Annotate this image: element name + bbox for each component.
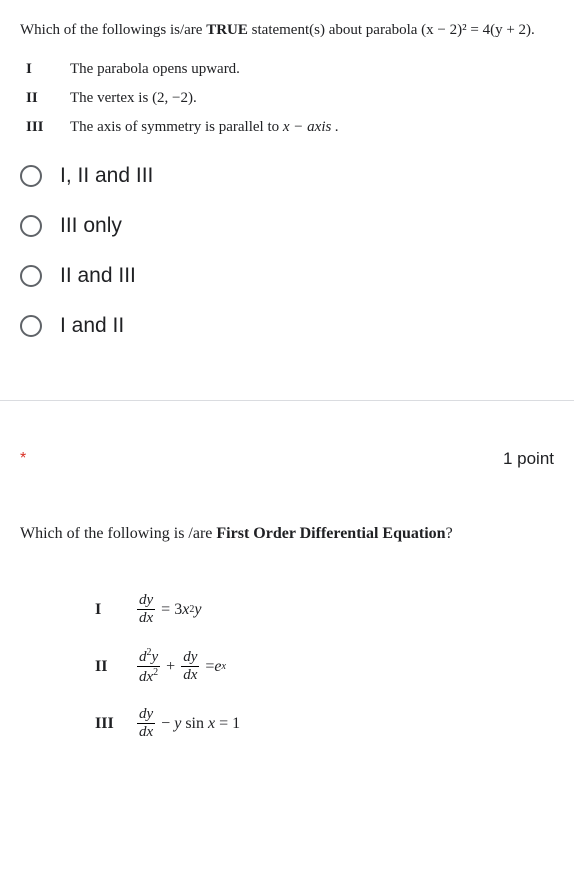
stmt-value: x − axis . bbox=[283, 119, 339, 135]
radio-icon[interactable] bbox=[20, 315, 42, 337]
q1-prefix: Which of the followings is/are bbox=[20, 22, 206, 38]
question-2-header: * 1 point bbox=[0, 401, 574, 469]
equation-row: II d2ydx2 + dydx = ex bbox=[95, 648, 554, 685]
question-1-block: Which of the followings is/are TRUE stat… bbox=[0, 0, 574, 388]
q1-bold: TRUE bbox=[206, 22, 248, 38]
stmt-prefix: The vertex is bbox=[70, 90, 152, 106]
equation-numeral: I bbox=[95, 601, 135, 619]
q1-suffix: statement(s) about parabola (x − 2)² = 4… bbox=[248, 22, 535, 38]
required-asterisk: * bbox=[20, 450, 26, 468]
q2-bold: First Order Differential Equation bbox=[216, 525, 445, 542]
q2-suffix: ? bbox=[446, 525, 453, 542]
statement-numeral: III bbox=[26, 119, 70, 136]
option-row[interactable]: III only bbox=[20, 214, 554, 238]
statement-text: The vertex is (2, −2). bbox=[70, 90, 197, 107]
option-label: II and III bbox=[60, 264, 136, 288]
q2-prefix: Which of the following is /are bbox=[20, 525, 216, 542]
statement-text: The axis of symmetry is parallel to x − … bbox=[70, 119, 339, 136]
equation-row: I dydx = 3x2y bbox=[95, 593, 554, 626]
stmt-prefix: The axis of symmetry is parallel to bbox=[70, 119, 283, 135]
option-row[interactable]: I and II bbox=[20, 314, 554, 338]
equations-list: I dydx = 3x2y II d2ydx2 + dydx = ex III … bbox=[0, 563, 574, 772]
radio-icon[interactable] bbox=[20, 215, 42, 237]
statement-numeral: I bbox=[26, 61, 70, 78]
points-label: 1 point bbox=[503, 449, 554, 469]
equation-numeral: II bbox=[95, 658, 135, 676]
equation-math: d2ydx2 + dydx = ex bbox=[135, 648, 226, 685]
statement-text: The parabola opens upward. bbox=[70, 61, 240, 78]
question-2-text: Which of the following is /are First Ord… bbox=[0, 469, 574, 563]
radio-icon[interactable] bbox=[20, 165, 42, 187]
option-row[interactable]: I, II and III bbox=[20, 164, 554, 188]
statement-row: III The axis of symmetry is parallel to … bbox=[26, 119, 554, 136]
statement-numeral: II bbox=[26, 90, 70, 107]
option-label: I and II bbox=[60, 314, 124, 338]
equation-numeral: III bbox=[95, 715, 135, 733]
stmt-value: (2, −2). bbox=[152, 90, 197, 106]
statement-row: I The parabola opens upward. bbox=[26, 61, 554, 78]
radio-icon[interactable] bbox=[20, 265, 42, 287]
statements-list: I The parabola opens upward. II The vert… bbox=[26, 61, 554, 136]
statement-row: II The vertex is (2, −2). bbox=[26, 90, 554, 107]
option-row[interactable]: II and III bbox=[20, 264, 554, 288]
equation-math: dydx = 3x2y bbox=[135, 593, 201, 626]
option-label: III only bbox=[60, 214, 122, 238]
options-group: I, II and III III only II and III I and … bbox=[20, 164, 554, 338]
equation-math: dydx − y sin x = 1 bbox=[135, 707, 240, 740]
question-1-text: Which of the followings is/are TRUE stat… bbox=[20, 20, 554, 41]
equation-row: III dydx − y sin x = 1 bbox=[95, 707, 554, 740]
option-label: I, II and III bbox=[60, 164, 153, 188]
